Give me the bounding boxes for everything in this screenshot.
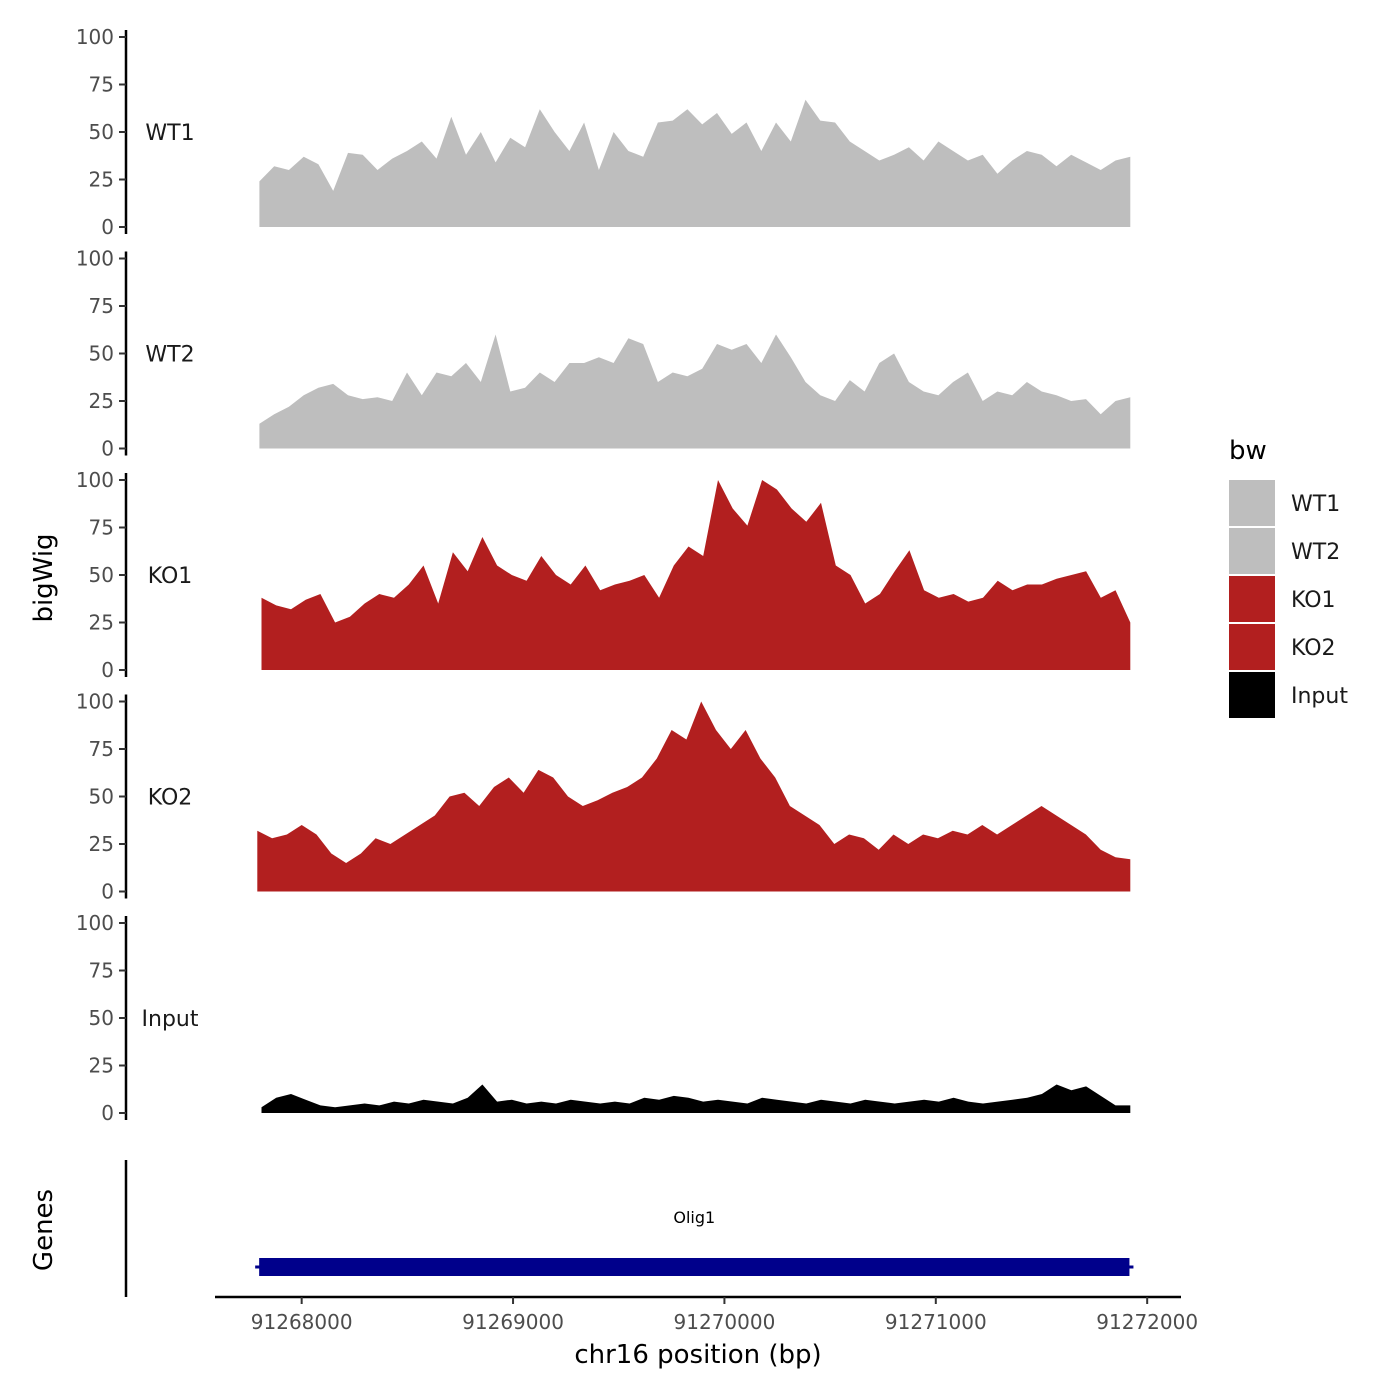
y-tick-label: 0 <box>101 215 114 239</box>
legend-label: KO2 <box>1291 636 1336 661</box>
x-tick-label: 91271000 <box>885 1310 987 1334</box>
legend-swatch <box>1229 480 1275 526</box>
gene-track: Olig1 <box>124 1160 1134 1297</box>
y-tick-label: 75 <box>89 737 114 761</box>
y-tick-label: 0 <box>101 880 114 904</box>
x-tick-label: 91268000 <box>251 1310 353 1334</box>
y-tick-label: 100 <box>76 911 114 935</box>
area-ko2 <box>257 701 1131 892</box>
y-tick-label: 75 <box>89 959 114 983</box>
y-axis-title: bigWig <box>29 533 59 622</box>
genes-axis-title: Genes <box>29 1189 59 1271</box>
legend-swatch <box>1229 576 1275 622</box>
x-axis: 91268000 91269000 91270000 91271000 91272000 <box>215 1295 1198 1334</box>
area-ko1 <box>261 480 1131 670</box>
x-tick-label: 91272000 <box>1096 1310 1198 1334</box>
y-tick-label: 0 <box>101 658 114 682</box>
legend-swatch <box>1229 528 1275 574</box>
y-tick-label: 50 <box>89 120 114 144</box>
y-tick-label: 50 <box>89 785 114 809</box>
gene-label: Olig1 <box>673 1208 715 1227</box>
area-wt2 <box>259 334 1131 449</box>
legend: bw WT1 WT2 KO1 KO2 Input <box>1229 436 1348 718</box>
y-tick-label: 100 <box>76 25 114 49</box>
track-ko2: 0 25 50 75 100 KO2 <box>76 690 1131 904</box>
y-tick-label: 100 <box>76 690 114 714</box>
track-wt1: 0 25 50 75 100 WT1 <box>76 25 1131 239</box>
y-tick-label: 50 <box>89 563 114 587</box>
track-ko1: 0 25 50 75 100 KO1 <box>76 468 1131 682</box>
y-tick-label: 25 <box>89 389 114 413</box>
x-tick-label: 91270000 <box>674 1310 776 1334</box>
y-tick-label: 100 <box>76 247 114 271</box>
y-tick-label: 25 <box>89 1054 114 1078</box>
y-tick-label: 75 <box>89 294 114 318</box>
legend-swatch <box>1229 624 1275 670</box>
panel-label-input: Input <box>142 1007 199 1032</box>
y-tick-label: 50 <box>89 342 114 366</box>
legend-label: WT1 <box>1291 492 1340 517</box>
gene-olig1: Olig1 <box>255 1208 1134 1276</box>
y-tick-label: 25 <box>89 832 114 856</box>
y-tick-label: 0 <box>101 1101 114 1125</box>
y-tick-label: 75 <box>89 73 114 97</box>
y-tick-label: 25 <box>89 611 114 635</box>
legend-item-ko1: KO1 <box>1229 576 1336 622</box>
y-tick-label: 75 <box>89 516 114 540</box>
legend-item-wt2: WT2 <box>1229 528 1340 574</box>
legend-swatch <box>1229 672 1275 718</box>
track-wt2: 0 25 50 75 100 WT2 <box>76 247 1131 461</box>
y-tick-label: 25 <box>89 168 114 192</box>
track-input: 0 25 50 75 100 Input <box>76 911 1131 1125</box>
x-tick-label: 91269000 <box>462 1310 564 1334</box>
panel-label-wt2: WT2 <box>145 343 194 368</box>
panel-label-wt1: WT1 <box>145 121 194 146</box>
panel-label-ko1: KO1 <box>148 564 193 589</box>
track-panels: 0255075100WT10255075100WT20255075100KO10… <box>76 25 1131 1125</box>
legend-item-input: Input <box>1229 672 1348 718</box>
panel-label-ko2: KO2 <box>148 786 193 811</box>
y-tick-label: 100 <box>76 468 114 492</box>
area-wt1 <box>259 99 1131 227</box>
legend-title: bw <box>1229 436 1267 466</box>
area-input <box>261 1084 1131 1113</box>
legend-label: WT2 <box>1291 540 1340 565</box>
x-axis-title: chr16 position (bp) <box>574 1340 821 1370</box>
legend-item-wt1: WT1 <box>1229 480 1340 526</box>
legend-item-ko2: KO2 <box>1229 624 1336 670</box>
y-tick-label: 50 <box>89 1006 114 1030</box>
y-tick-label: 0 <box>101 437 114 461</box>
legend-label: Input <box>1291 684 1348 709</box>
legend-label: KO1 <box>1291 588 1336 613</box>
